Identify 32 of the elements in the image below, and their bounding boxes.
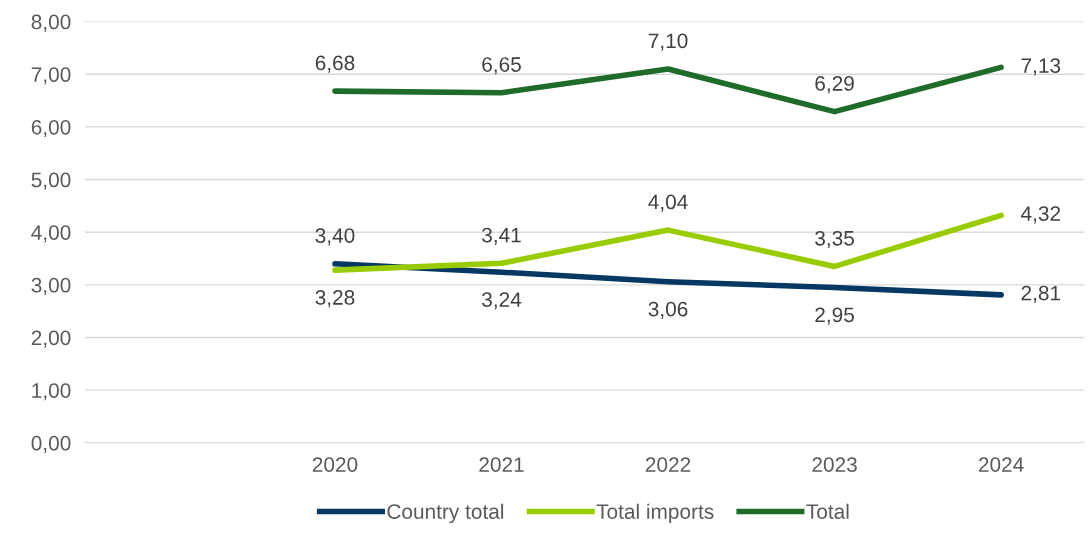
data-label: 3,24 [482, 292, 522, 310]
data-label: 2,95 [815, 307, 854, 325]
data-label: 4,04 [648, 194, 688, 212]
x-tick-label: 2023 [812, 457, 857, 472]
data-label: 3,41 [482, 227, 521, 245]
legend-label: Total imports [596, 503, 714, 524]
y-tick-label: 5,00 [31, 172, 71, 190]
x-tick-label: 2022 [645, 457, 691, 472]
data-label: 3,35 [815, 230, 854, 249]
x-tick-label: 2021 [479, 457, 524, 472]
legend-label: Total [806, 503, 849, 519]
data-label: 3,06 [648, 301, 688, 319]
data-label: 3,28 [315, 290, 355, 308]
y-tick-label: 3,00 [31, 277, 71, 296]
data-label: 7,10 [648, 33, 688, 51]
x-tick-label: 2020 [312, 457, 358, 472]
y-tick-label: 6,00 [31, 119, 71, 138]
data-label: 6,65 [482, 57, 521, 75]
data-label: 6,29 [815, 76, 854, 94]
x-tick-label: 2024 [978, 457, 1024, 472]
y-tick-label: 7,00 [31, 67, 71, 85]
y-tick-label: 8,00 [31, 14, 71, 32]
y-tick-label: 4,00 [31, 225, 71, 243]
data-label: 2,81 [1021, 285, 1061, 303]
y-tick-label: 1,00 [32, 383, 71, 401]
data-label: 6,68 [315, 55, 355, 73]
y-tick-label: 0,00 [31, 435, 71, 454]
data-label: 4,32 [1021, 206, 1061, 224]
data-label: 7,13 [1021, 58, 1061, 76]
data-label: 3,40 [315, 228, 355, 246]
y-tick-label: 2,00 [31, 330, 71, 348]
legend-label: Country total [387, 503, 504, 524]
